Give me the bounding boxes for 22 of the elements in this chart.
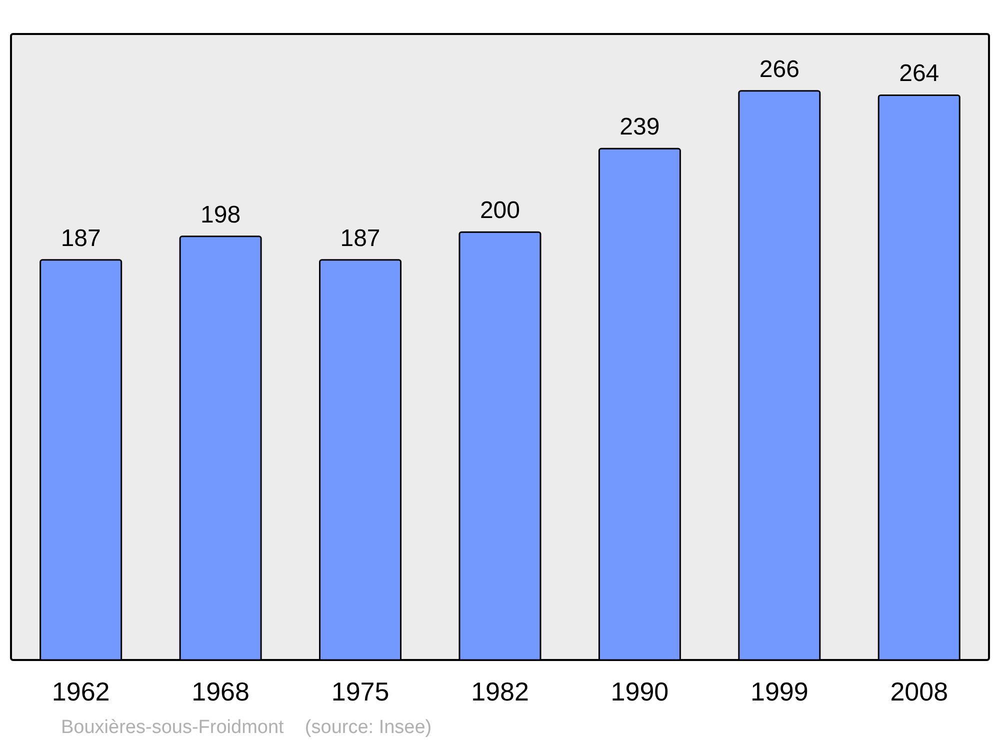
- data-label: 239: [620, 114, 660, 141]
- x-tick-label: 2008: [890, 676, 948, 706]
- bar: [598, 148, 681, 661]
- x-tick-label: 1990: [610, 676, 669, 706]
- bar: [179, 236, 262, 661]
- text: Bouxières-sous-Froidmont (source: Insee): [61, 717, 432, 739]
- bar: [458, 231, 542, 661]
- bar: [319, 259, 402, 661]
- bar: [40, 259, 122, 661]
- x-tick-label: 1999: [750, 676, 808, 706]
- data-label: 187: [60, 224, 101, 252]
- x-tick-label: 1982: [471, 676, 529, 706]
- data-label: 266: [759, 56, 800, 83]
- data-label: 200: [480, 197, 520, 224]
- bar: [878, 94, 960, 661]
- x-tick-label: 1968: [192, 676, 250, 706]
- x-tick-label: 1975: [331, 676, 390, 706]
- bar: [738, 90, 821, 661]
- data-label: 187: [340, 224, 380, 252]
- x-tick-label: 1962: [52, 676, 110, 706]
- data-label: 264: [899, 60, 940, 88]
- data-label: 198: [200, 201, 241, 228]
